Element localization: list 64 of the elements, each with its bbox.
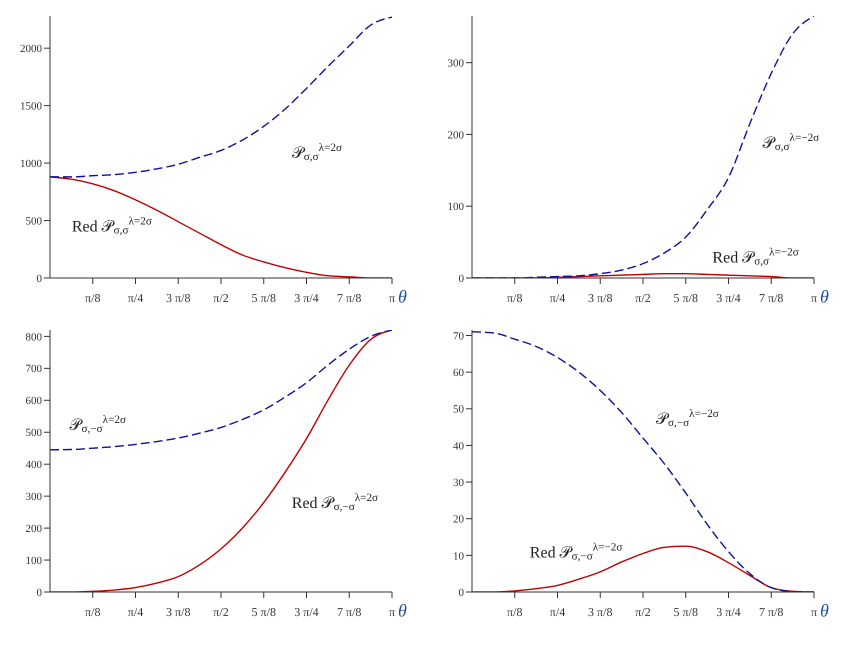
- x-tick-label: 5 π/8: [252, 291, 276, 305]
- x-axis-title: θ: [398, 286, 407, 306]
- y-tick-label: 30: [453, 476, 464, 489]
- x-tick-label: 3 π/8: [166, 605, 190, 619]
- y-tick-label: 50: [453, 404, 464, 416]
- y-tick-label: 100: [26, 554, 42, 567]
- y-tick-label: 2000: [20, 43, 42, 56]
- line-series: [50, 16, 392, 178]
- y-tick-label: 200: [26, 523, 42, 536]
- x-axis-title: θ: [398, 600, 407, 620]
- x-tick-label: 7 π/8: [337, 605, 362, 619]
- x-tick-label: π/4: [128, 291, 144, 305]
- y-tick-label: 600: [26, 395, 42, 408]
- y-tick-label: 300: [448, 58, 464, 70]
- x-tick-label: π/8: [85, 605, 100, 619]
- x-tick-label: 3 π/8: [588, 605, 612, 619]
- y-tick-label: 800: [26, 331, 42, 344]
- x-tick-label: π/8: [507, 605, 522, 619]
- line-series: [50, 330, 392, 451]
- y-tick-label: 20: [453, 514, 464, 526]
- x-tick-label: 7 π/8: [759, 291, 784, 305]
- y-tick-label: 400: [26, 459, 42, 472]
- x-tick-label: 5 π/8: [252, 605, 276, 619]
- x-tick-label: π: [388, 605, 396, 619]
- x-tick-label: π/4: [550, 605, 566, 619]
- x-axis-title: θ: [820, 286, 829, 306]
- x-tick-label: 3 π/4: [716, 291, 741, 305]
- y-tick-label: 700: [26, 363, 42, 376]
- x-tick-label: π: [810, 291, 818, 305]
- x-tick-label: 3 π/8: [588, 291, 612, 305]
- y-tick-label: 70: [453, 330, 464, 342]
- x-axis-title: θ: [820, 600, 829, 620]
- y-tick-label: 60: [453, 367, 464, 380]
- y-tick-label: 100: [448, 201, 464, 214]
- x-tick-label: π/8: [507, 291, 522, 305]
- x-tick-label: 7 π/8: [337, 291, 362, 305]
- x-tick-label: 3 π/4: [294, 291, 319, 305]
- y-tick-label: 10: [453, 550, 464, 562]
- x-tick-label: 5 π/8: [674, 291, 698, 305]
- x-tick-label: π: [388, 291, 396, 305]
- y-tick-label: 40: [453, 440, 464, 452]
- x-tick-label: π: [810, 605, 818, 619]
- x-tick-label: π/2: [213, 291, 229, 305]
- x-tick-label: 7 π/8: [759, 605, 784, 619]
- x-tick-label: 3 π/4: [716, 605, 741, 619]
- x-tick-label: 3 π/8: [166, 291, 190, 305]
- y-tick-label: 300: [26, 491, 42, 504]
- y-tick-label: 500: [26, 427, 42, 440]
- y-tick-label: 0: [458, 586, 464, 599]
- y-tick-label: 500: [26, 215, 42, 228]
- y-tick-label: 0: [36, 586, 42, 599]
- y-tick-label: 1000: [20, 158, 42, 170]
- y-tick-label: 0: [36, 272, 42, 285]
- y-tick-label: 200: [448, 129, 464, 142]
- x-tick-label: 5 π/8: [674, 605, 698, 619]
- x-tick-label: π/2: [635, 291, 651, 305]
- x-tick-label: 3 π/4: [294, 605, 319, 619]
- x-tick-label: π/8: [85, 291, 100, 305]
- x-tick-label: π/4: [128, 605, 144, 619]
- x-tick-label: π/2: [635, 605, 651, 619]
- y-tick-label: 0: [458, 272, 464, 285]
- x-tick-label: π/2: [213, 605, 229, 619]
- x-tick-label: π/4: [550, 291, 566, 305]
- y-tick-label: 1500: [20, 100, 42, 113]
